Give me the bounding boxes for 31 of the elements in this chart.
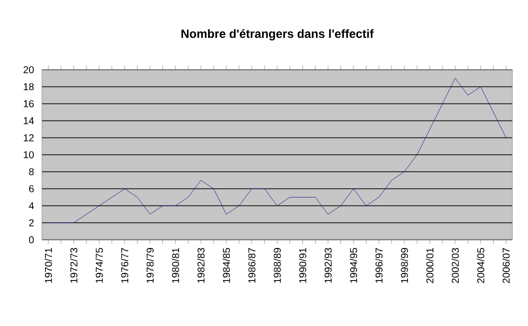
x-tick-label: 1994/95: [350, 248, 358, 283]
x-tick-label: 2004/05: [476, 248, 484, 284]
y-tick-label: 10: [24, 151, 34, 158]
x-tick-label: 2006/07: [502, 248, 510, 284]
x-tick-label: 1982/83: [197, 248, 205, 283]
x-tick-label: 1980/81: [172, 248, 180, 283]
x-tick-label: 1970/71: [44, 248, 52, 283]
x-tick-label: 1996/97: [375, 248, 383, 283]
y-tick-label: 18: [24, 83, 34, 90]
y-tick-label: 16: [24, 100, 34, 108]
x-tick-label: 2002/03: [452, 248, 459, 284]
y-tick-label: 20: [24, 66, 34, 74]
x-tick-label: 1974/75: [96, 248, 103, 283]
y-tick-label: 4: [28, 202, 34, 210]
x-tick-label: 1986/87: [248, 248, 256, 283]
x-tick-label: 1978/79: [146, 248, 154, 283]
chart-title: Nombre d'étrangers dans l'effectif: [181, 29, 374, 40]
y-tick-label: 14: [24, 117, 34, 124]
y-tick-label: 2: [29, 219, 34, 226]
y-tick-label: 12: [24, 134, 34, 142]
x-tick-label: 1976/77: [120, 248, 128, 283]
x-tick-label: 1990/91: [298, 248, 306, 283]
x-tick-label: 1984/85: [222, 248, 230, 283]
x-tick-label: 1998/99: [400, 248, 408, 283]
x-tick-label: 1992/93: [324, 248, 332, 283]
y-tick-label: 6: [29, 185, 34, 192]
x-tick-label: 1988/89: [274, 248, 281, 283]
x-tick-label: 1972/73: [70, 248, 78, 283]
y-tick-label: 8: [29, 168, 34, 176]
y-tick-label: 0: [29, 236, 34, 244]
x-tick-label: 2000/01: [426, 248, 434, 284]
